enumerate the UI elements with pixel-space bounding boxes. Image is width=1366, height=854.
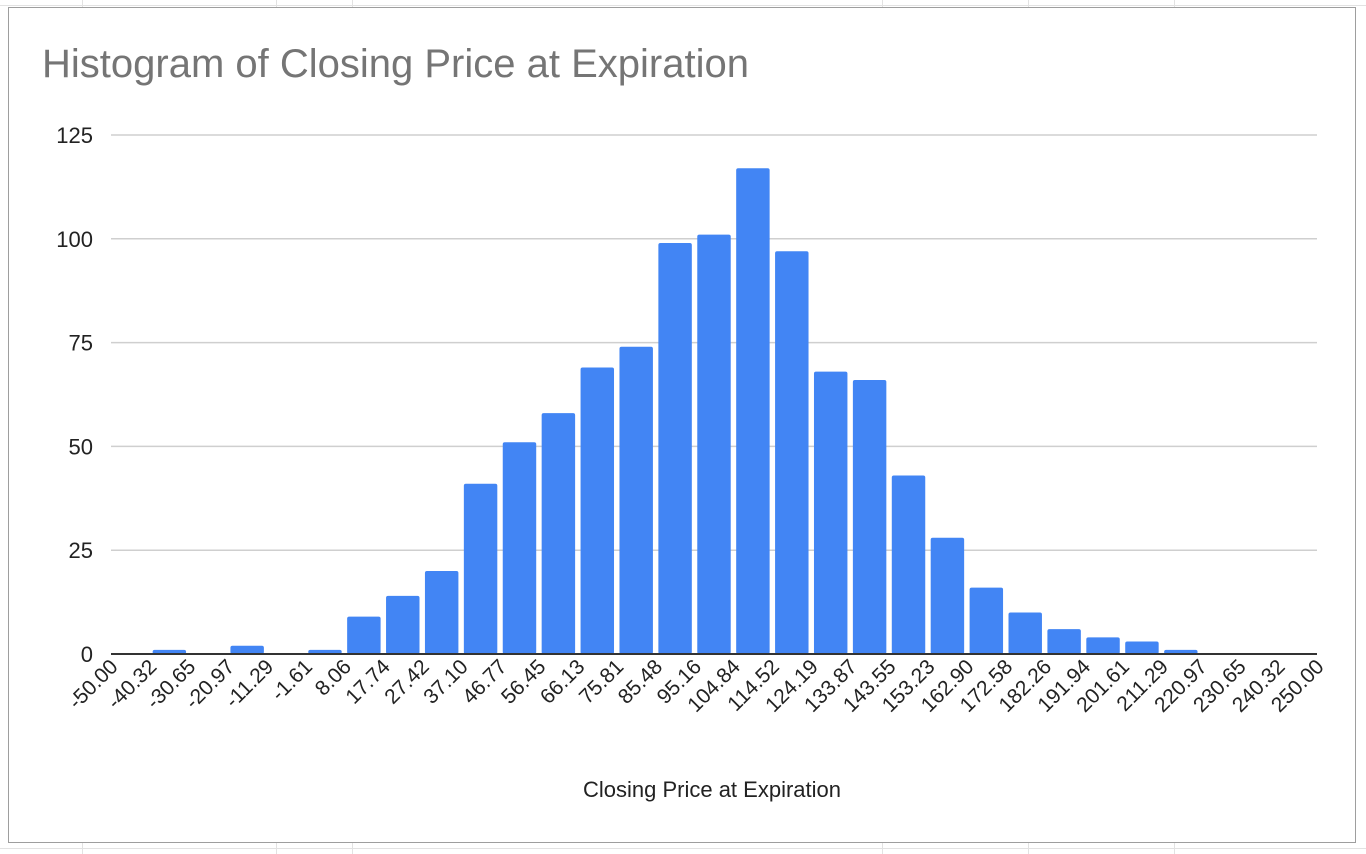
histogram-bar — [152, 649, 187, 654]
x-tick-label: 46.77 — [458, 655, 511, 708]
y-tick-label: 50 — [69, 434, 93, 459]
histogram-bar — [541, 413, 576, 654]
histogram-bar — [969, 587, 1004, 654]
x-tick-label: 66.13 — [536, 655, 589, 708]
histogram-bar — [1047, 629, 1081, 654]
histogram-bar — [619, 346, 653, 654]
histogram-bar — [502, 442, 537, 654]
y-tick-label: 75 — [69, 331, 93, 356]
histogram-bar — [347, 616, 381, 654]
x-tick-label: 85.48 — [614, 655, 667, 708]
sheet-gridline — [0, 5, 1366, 6]
chart-title: Histogram of Closing Price at Expiration — [42, 42, 749, 86]
histogram-bar — [1125, 641, 1159, 654]
histogram-bar — [775, 251, 809, 655]
x-tick-label: 27.42 — [380, 655, 433, 708]
histogram-bar — [230, 645, 264, 654]
x-tick-label: -1.61 — [267, 655, 317, 705]
x-axis-label: Closing Price at Expiration — [583, 777, 841, 802]
histogram-bar — [1086, 637, 1120, 654]
histogram-bar — [424, 570, 459, 654]
histogram-bar — [891, 475, 926, 654]
histogram-bar — [580, 367, 615, 654]
y-tick-label: 125 — [56, 123, 93, 148]
x-tick-label: 37.10 — [419, 655, 472, 708]
x-tick-label: 56.45 — [497, 655, 550, 708]
y-tick-label: 25 — [69, 538, 93, 563]
bars — [152, 168, 1198, 655]
histogram-bar — [658, 242, 692, 654]
histogram-bar — [386, 595, 420, 654]
histogram-bar — [852, 379, 887, 654]
histogram-bar — [813, 371, 848, 654]
histogram-bar — [697, 234, 731, 654]
x-tick-labels: -50.00-40.32-30.65-20.97-11.29-1.618.061… — [64, 655, 1328, 717]
y-tick-label: 0 — [81, 642, 93, 667]
histogram-bar — [930, 537, 965, 654]
sheet-gridline — [0, 848, 1366, 849]
histogram-bar — [1008, 612, 1042, 654]
x-tick-label: 75.81 — [575, 655, 628, 708]
histogram-bar — [1164, 649, 1198, 654]
histogram-bar — [308, 649, 342, 654]
histogram-bar — [463, 483, 498, 654]
y-tick-labels: 0 25 50 75 100 125 — [56, 123, 93, 667]
histogram-bar — [736, 168, 770, 654]
x-tick-label: 17.74 — [341, 655, 395, 709]
y-tick-label: 100 — [56, 227, 93, 252]
